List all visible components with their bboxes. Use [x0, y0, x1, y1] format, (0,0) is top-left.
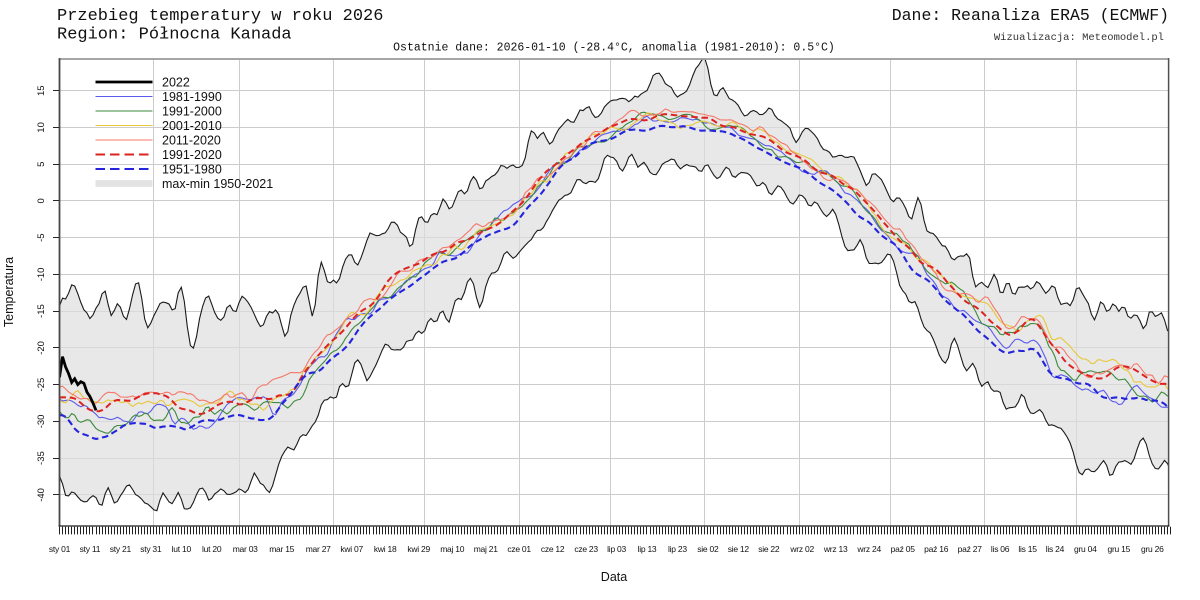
svg-text:1991-2000: 1991-2000 [162, 105, 222, 119]
svg-text:gru 04: gru 04 [1074, 544, 1097, 554]
svg-text:lip 13: lip 13 [638, 544, 657, 554]
svg-text:Ostatnie dane: 2026-01-10 (-28: Ostatnie dane: 2026-01-10 (-28.4°C, anom… [393, 42, 835, 55]
svg-text:mar 15: mar 15 [269, 544, 294, 554]
svg-text:lis 15: lis 15 [1018, 544, 1037, 554]
svg-text:0: 0 [36, 198, 47, 203]
svg-text:-15: -15 [36, 304, 47, 318]
svg-text:wrz 24: wrz 24 [856, 544, 881, 554]
svg-text:cze 12: cze 12 [541, 544, 565, 554]
svg-text:wrz 13: wrz 13 [823, 544, 848, 554]
svg-text:lut 20: lut 20 [202, 544, 222, 554]
svg-text:1981-1990: 1981-1990 [162, 90, 222, 104]
svg-text:Dane: Reanaliza ERA5 (ECMWF): Dane: Reanaliza ERA5 (ECMWF) [892, 6, 1169, 25]
svg-text:Data: Data [601, 570, 627, 584]
svg-text:lip 03: lip 03 [607, 544, 626, 554]
svg-text:lip 23: lip 23 [668, 544, 687, 554]
svg-text:2001-2010: 2001-2010 [162, 119, 222, 133]
svg-text:10: 10 [36, 122, 47, 133]
svg-text:mar 03: mar 03 [233, 544, 258, 554]
svg-text:wrz 02: wrz 02 [789, 544, 814, 554]
svg-text:-40: -40 [36, 488, 47, 502]
svg-text:sty 31: sty 31 [140, 544, 162, 554]
svg-text:sie 22: sie 22 [758, 544, 780, 554]
svg-text:lut 10: lut 10 [172, 544, 192, 554]
svg-text:-35: -35 [36, 451, 47, 465]
svg-text:Wizualizacja: Meteomodel.pl: Wizualizacja: Meteomodel.pl [994, 32, 1164, 44]
svg-text:mar 27: mar 27 [306, 544, 331, 554]
svg-text:gru 15: gru 15 [1107, 544, 1130, 554]
svg-text:2022: 2022 [162, 76, 190, 90]
svg-text:max-min 1950-2021: max-min 1950-2021 [162, 177, 273, 191]
svg-text:5: 5 [36, 162, 47, 167]
svg-text:sie 02: sie 02 [697, 544, 719, 554]
svg-text:-20: -20 [36, 341, 47, 355]
svg-text:-25: -25 [36, 378, 47, 392]
svg-text:1991-2020: 1991-2020 [162, 148, 222, 162]
svg-text:lis 24: lis 24 [1046, 544, 1065, 554]
svg-text:kwi 07: kwi 07 [340, 544, 363, 554]
svg-text:maj 10: maj 10 [440, 544, 465, 554]
svg-text:paź 05: paź 05 [891, 544, 916, 554]
svg-text:sty 01: sty 01 [49, 544, 71, 554]
svg-text:15: 15 [36, 85, 47, 96]
svg-text:maj 21: maj 21 [474, 544, 499, 554]
svg-text:Region: Północna Kanada: Region: Północna Kanada [57, 26, 292, 45]
svg-text:2011-2020: 2011-2020 [162, 134, 221, 148]
svg-text:paź 16: paź 16 [924, 544, 949, 554]
svg-text:sty 21: sty 21 [110, 544, 132, 554]
svg-text:paź 27: paź 27 [958, 544, 983, 554]
svg-text:Przebieg temperatury w roku 20: Przebieg temperatury w roku 2026 [57, 7, 383, 26]
svg-text:sie 12: sie 12 [728, 544, 750, 554]
svg-text:kwi 29: kwi 29 [407, 544, 430, 554]
svg-text:kwi 18: kwi 18 [374, 544, 397, 554]
svg-text:gru 26: gru 26 [1141, 544, 1164, 554]
svg-text:1951-1980: 1951-1980 [162, 163, 222, 177]
svg-text:cze 23: cze 23 [574, 544, 598, 554]
svg-text:lis 06: lis 06 [991, 544, 1010, 554]
svg-text:Temperatura: Temperatura [2, 257, 16, 327]
svg-text:sty 11: sty 11 [80, 544, 101, 554]
svg-text:-10: -10 [36, 268, 47, 282]
svg-text:cze 01: cze 01 [507, 544, 531, 554]
svg-text:-30: -30 [36, 415, 47, 429]
svg-text:-5: -5 [36, 233, 47, 241]
